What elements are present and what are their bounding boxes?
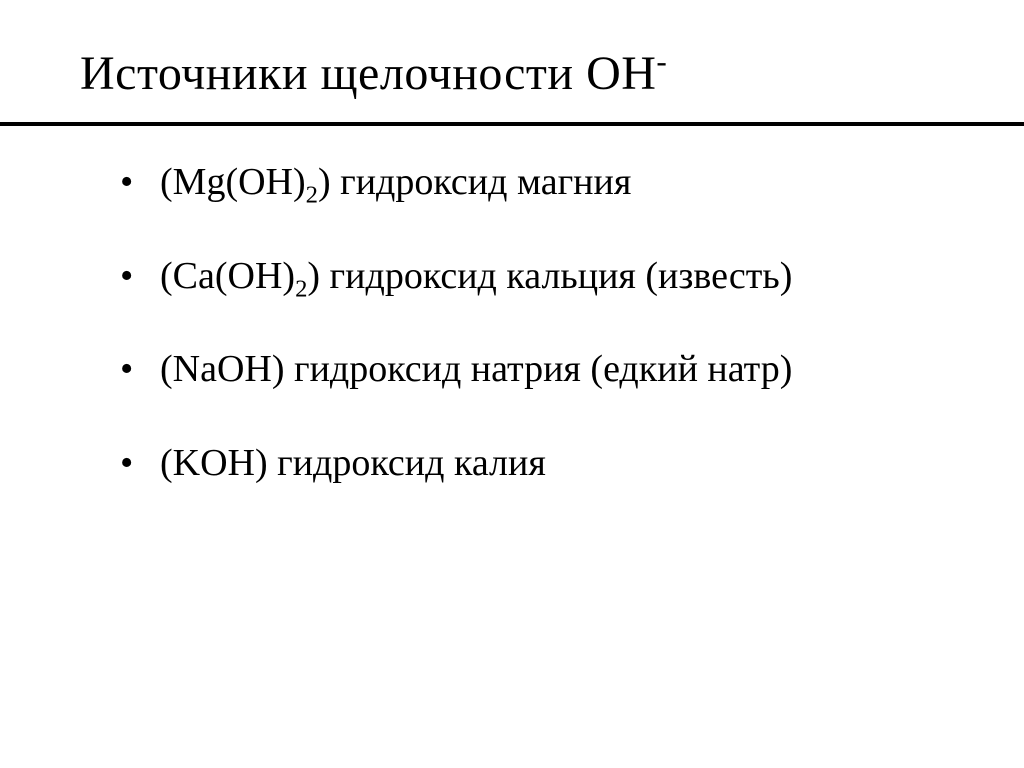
list-item: (Ca(OH)2) гидроксид кальция (известь) <box>120 254 964 300</box>
slide-title: Источники щелочности OH- <box>80 46 944 101</box>
formula-pre: (NaOH) гидроксид натрия (едкий натр) <box>160 348 792 390</box>
formula-post: ) гидроксид магния <box>318 161 631 203</box>
slide: Источники щелочности OH- (Mg(OH)2) гидро… <box>0 0 1024 768</box>
list-item: (Mg(OH)2) гидроксид магния <box>120 160 964 206</box>
formula-pre: (KOH) гидроксид калия <box>160 442 546 484</box>
list-item: (KOH) гидроксид калия <box>120 441 964 487</box>
title-text: Источники щелочности OH- <box>80 47 667 100</box>
formula-sub: 2 <box>306 182 318 209</box>
formula-pre: (Ca(OH) <box>160 255 295 297</box>
formula-sub: 2 <box>295 275 307 302</box>
list-item: (NaOH) гидроксид натрия (едкий натр) <box>120 347 964 393</box>
title-superscript: - <box>656 44 667 79</box>
bullet-list: (Mg(OH)2) гидроксид магния (Ca(OH)2) гид… <box>120 160 964 486</box>
slide-body: (Mg(OH)2) гидроксид магния (Ca(OH)2) гид… <box>120 160 964 534</box>
formula-pre: (Mg(OH) <box>160 161 306 203</box>
formula-post: ) гидроксид кальция (известь) <box>307 255 792 297</box>
title-prefix: Источники щелочности OH <box>80 47 656 100</box>
title-underline <box>0 122 1024 126</box>
